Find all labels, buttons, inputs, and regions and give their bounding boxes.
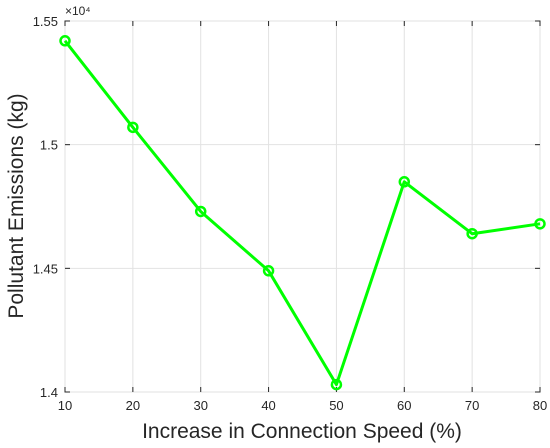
y-exponent-label: ×10⁴	[65, 4, 91, 18]
y-tick-labels: 1.4 1.45 1.5 1.55	[33, 14, 58, 400]
x-tick-label: 80	[533, 398, 547, 413]
x-tick-label: 40	[261, 398, 275, 413]
data-point	[127, 121, 139, 134]
y-tick-label: 1.45	[33, 261, 58, 276]
x-tick-labels: 10 20 30 40 50 60 70 80	[58, 398, 547, 413]
x-tick-label: 50	[329, 398, 343, 413]
x-tick-label: 60	[397, 398, 411, 413]
data-point	[534, 218, 546, 230]
series-group	[59, 35, 546, 391]
y-tick-label: 1.5	[40, 138, 58, 153]
x-tick-label: 30	[193, 398, 207, 413]
data-point	[59, 35, 71, 47]
y-axis-title: Pollutant Emissions (kg)	[5, 93, 28, 318]
y-tick-label: 1.55	[33, 14, 58, 29]
data-point	[398, 176, 411, 188]
series-line	[63, 39, 541, 387]
x-tick-label: 10	[58, 398, 72, 413]
x-axis-title: Increase in Connection Speed (%)	[142, 420, 462, 443]
data-point	[194, 205, 207, 218]
data-point	[330, 378, 343, 391]
x-tick-label: 70	[465, 398, 479, 413]
data-point	[262, 265, 275, 277]
axis-ticks	[64, 20, 541, 393]
grid-lines	[64, 20, 541, 393]
data-point	[466, 227, 478, 240]
x-tick-label: 20	[126, 398, 140, 413]
y-tick-label: 1.4	[40, 385, 58, 400]
plot-area	[64, 20, 541, 393]
